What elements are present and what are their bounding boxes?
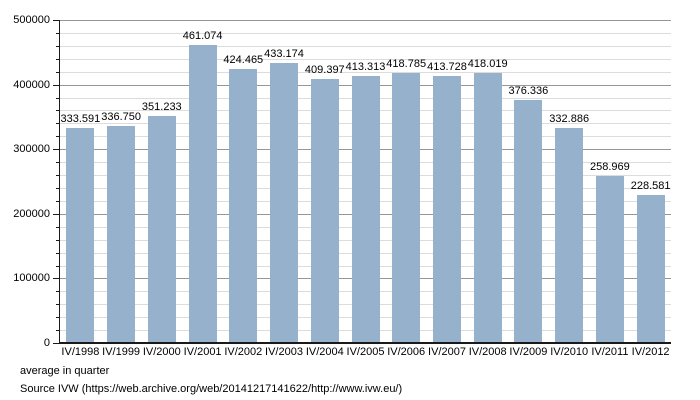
bar: [66, 127, 95, 343]
bar-value-label: 228.581: [630, 180, 671, 193]
y-axis-major-tick: [53, 20, 59, 21]
bar: [636, 195, 665, 343]
plot-area: 333.591 336.750 351.233 461.074 424.465 433.1…: [60, 20, 671, 343]
y-axis-minor-tick: [56, 45, 59, 47]
x-axis-label: IV/2006: [387, 346, 426, 358]
y-axis-minor-tick: [56, 188, 59, 189]
y-gridline-minor: [60, 71, 671, 73]
x-axis-label: IV/2012: [631, 346, 670, 358]
y-gridline-minor: [60, 45, 671, 47]
bar: [188, 45, 217, 343]
y-axis-minor-tick: [56, 252, 59, 254]
y-axis-minor-tick: [56, 226, 59, 228]
bar-value-label: 336.750: [101, 110, 141, 123]
x-axis-label: IV/1999: [102, 346, 141, 358]
x-axis-label: IV/2002: [224, 346, 263, 358]
bar-value-label: 333.591: [60, 112, 101, 125]
y-gridline-minor: [60, 32, 671, 34]
y-axis-minor-tick: [56, 110, 59, 112]
y-axis-major-tick: [53, 149, 59, 151]
y-gridline-minor: [60, 58, 671, 60]
chart-source: Source IVW (https://web.archive.org/web/…: [20, 383, 403, 395]
bar: [310, 78, 339, 343]
bar-value-label: 376.336: [508, 84, 549, 97]
y-axis-minor-tick: [56, 330, 59, 332]
y-axis-minor-tick: [56, 175, 59, 176]
x-axis-line: [59, 342, 671, 344]
y-axis-label: 500000: [13, 14, 50, 26]
bar-value-label: 461.074: [182, 30, 223, 43]
bar-value-label: 413.313: [345, 61, 386, 73]
x-axis-label: IV/2011: [591, 346, 629, 358]
bar-value-label: 351.233: [141, 101, 182, 114]
bar-value-label: 409.397: [304, 63, 345, 76]
y-axis-major-tick: [53, 213, 59, 215]
bar: [392, 72, 421, 343]
y-axis-label: 300000: [13, 143, 50, 156]
y-axis-minor-tick: [56, 136, 59, 138]
y-axis-minor-tick: [56, 123, 59, 125]
bar-value-label: 258.969: [590, 160, 630, 173]
x-axis-label: IV/2008: [468, 346, 507, 358]
y-axis-major-tick: [53, 343, 59, 344]
y-axis-minor-tick: [56, 200, 59, 202]
bar-value-label: 424.465: [223, 53, 264, 66]
x-axis-label: IV/2010: [550, 346, 589, 358]
bar: [107, 125, 136, 343]
bar-value-label: 418.019: [467, 58, 508, 70]
y-axis-major-tick: [53, 84, 59, 86]
y-axis-minor-tick: [56, 32, 59, 34]
bar: [473, 73, 502, 343]
y-axis-major-tick: [53, 278, 59, 280]
y-axis-label: 0: [43, 337, 50, 349]
x-axis-label: IV/2009: [509, 346, 548, 358]
chart-footnote: average in quarter: [20, 365, 110, 377]
bar: [351, 76, 380, 343]
y-axis-minor-tick: [56, 265, 59, 267]
y-axis-minor-tick: [56, 291, 59, 293]
bar: [270, 63, 298, 343]
bar-value-label: 418.785: [386, 57, 427, 70]
y-axis-label: 400000: [13, 78, 50, 91]
x-axis-label: IV/2007: [428, 346, 466, 358]
y-axis-minor-tick: [56, 71, 59, 73]
y-gridline-major: [60, 20, 671, 21]
x-axis-label: IV/2001: [183, 346, 222, 358]
bar: [433, 75, 461, 343]
bar-value-label: 413.728: [427, 60, 467, 73]
bar-value-label: 433.174: [264, 48, 304, 61]
bar: [595, 175, 624, 343]
y-axis-minor-tick: [56, 162, 59, 164]
y-axis-minor-tick: [56, 317, 59, 319]
y-axis-minor-tick: [56, 58, 59, 60]
x-axis-label: IV/2004: [305, 346, 344, 358]
bar-value-label: 332.886: [549, 113, 590, 125]
x-axis-label: IV/1998: [61, 346, 100, 358]
y-axis-minor-tick: [56, 97, 59, 99]
x-axis-label: IV/2000: [142, 346, 181, 358]
bar: [514, 99, 543, 343]
x-axis-label: IV/2003: [265, 346, 303, 358]
bar: [147, 116, 176, 343]
bar: [229, 68, 258, 343]
bar: [555, 128, 584, 343]
y-axis-label: 200000: [13, 207, 50, 220]
y-axis-line: [59, 20, 60, 344]
x-axis-label: IV/2005: [346, 346, 385, 358]
y-axis-label: 100000: [13, 272, 50, 285]
y-axis-minor-tick: [56, 304, 59, 306]
y-axis-minor-tick: [56, 239, 59, 241]
